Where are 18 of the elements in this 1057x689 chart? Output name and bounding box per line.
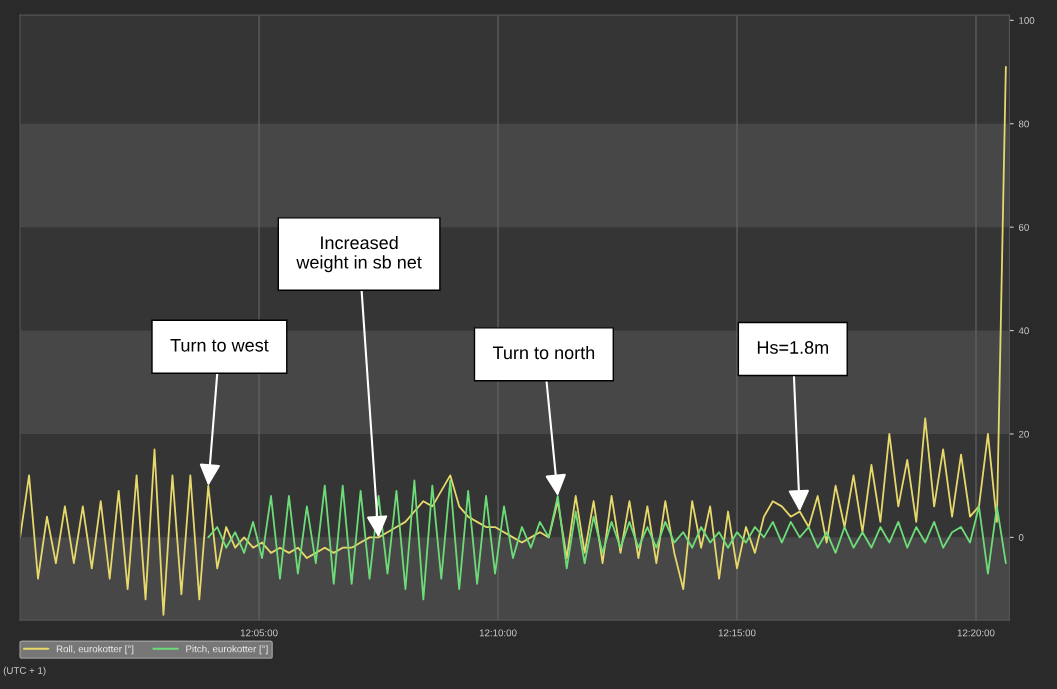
annotation: Turn to north [492, 345, 595, 360]
x-tick-label: 12:05:00 [240, 629, 278, 637]
legend-label: Pitch, eurokotter [°] [186, 645, 268, 655]
line-series [20, 65, 1007, 616]
x-tick-label: 12:15:00 [718, 629, 756, 637]
annotation: Hs=1.8m [757, 341, 828, 354]
x-tick-label: 12:10:00 [479, 629, 517, 637]
y-tick-label: 0 [1018, 534, 1024, 541]
y-tick-label: 80 [1018, 120, 1029, 128]
y-tick-label: 40 [1018, 327, 1029, 335]
annotation: Increased weight in sb net [296, 235, 422, 273]
x-tick-label: 12:20:00 [957, 629, 995, 637]
y-tick-label: 60 [1018, 223, 1029, 231]
annotation: Turn to west [170, 339, 269, 352]
legend-label: Roll, eurokotter [°] [56, 645, 134, 655]
y-tick-label: 100 [1019, 17, 1035, 24]
text: (UTC + 1) [3, 666, 46, 676]
y-tick-label: 20 [1018, 430, 1029, 438]
